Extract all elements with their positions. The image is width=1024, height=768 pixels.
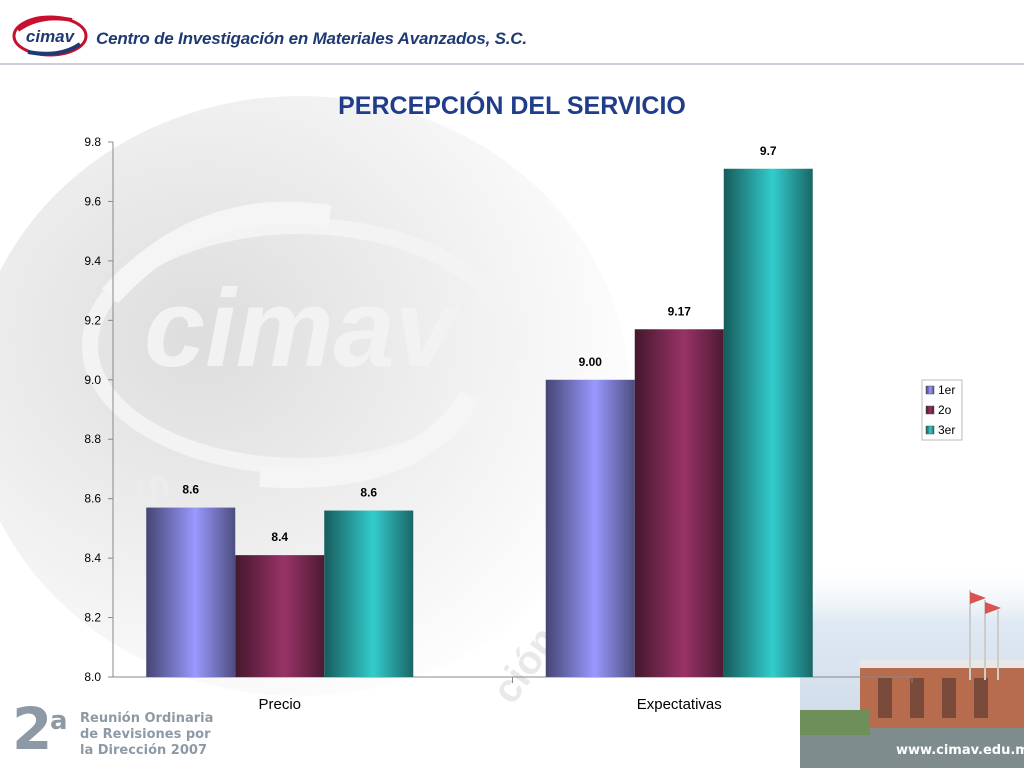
- footer-numeral: 2: [12, 695, 53, 763]
- bar-data-label: 8.6: [182, 483, 199, 497]
- legend-label: 3er: [938, 423, 955, 437]
- legend-swatch-2o: [925, 405, 935, 415]
- y-tick-label: 8.0: [84, 670, 101, 684]
- header-divider: [0, 63, 1024, 65]
- y-tick-label: 8.6: [84, 492, 101, 506]
- legend-label: 2o: [938, 403, 952, 417]
- watermark-logo-text: cimav: [144, 267, 462, 390]
- footer-meeting-text: Reunión Ordinaria de Revisiones por la D…: [80, 711, 213, 759]
- footer-url: www.cimav.edu.mx: [896, 743, 1024, 758]
- bar-3er-precio: [324, 510, 414, 677]
- cimav-logo-icon: cimav: [12, 15, 88, 57]
- footer-line-1: Reunión Ordinaria: [80, 711, 214, 726]
- bar-1er-expectativas: [545, 379, 635, 677]
- org-name: Centro de Investigación en Materiales Av…: [96, 29, 527, 48]
- y-tick-label: 9.6: [84, 194, 101, 208]
- y-tick-label: 9.8: [84, 135, 101, 149]
- bar-2o-expectativas: [634, 329, 724, 677]
- bar-2o-precio: [235, 555, 325, 677]
- y-tick-label: 9.2: [84, 313, 101, 327]
- footer-line-2: de Revisiones por: [80, 727, 211, 742]
- y-tick-label: 9.0: [84, 373, 101, 387]
- legend-label: 1er: [938, 383, 955, 397]
- x-category-label: Expectativas: [637, 696, 722, 713]
- bar-data-label: 8.6: [360, 486, 377, 500]
- y-tick-label: 8.4: [84, 551, 101, 565]
- bar-data-label: 8.4: [271, 530, 288, 544]
- header: cimav Centro de Investigación en Materia…: [0, 0, 1024, 66]
- y-tick-label: 8.8: [84, 432, 101, 446]
- chart-title: PERCEPCIÓN DEL SERVICIO: [338, 92, 686, 120]
- footer-line-3: la Dirección 2007: [80, 743, 207, 758]
- bar-data-label: 9.7: [760, 144, 777, 158]
- legend-swatch-1er: [925, 385, 935, 395]
- y-tick-label: 8.2: [84, 611, 101, 625]
- logo-text: cimav: [26, 27, 76, 46]
- x-category-label: Precio: [258, 696, 301, 713]
- campus-photo: [800, 560, 1024, 768]
- bar-data-label: 9.00: [579, 355, 603, 369]
- legend-swatch-3er: [925, 425, 935, 435]
- bar-1er-precio: [146, 507, 236, 677]
- footer-superscript: a: [50, 706, 68, 736]
- bar-3er-expectativas: [723, 168, 813, 677]
- y-tick-label: 9.4: [84, 254, 101, 268]
- bar-data-label: 9.17: [668, 304, 692, 318]
